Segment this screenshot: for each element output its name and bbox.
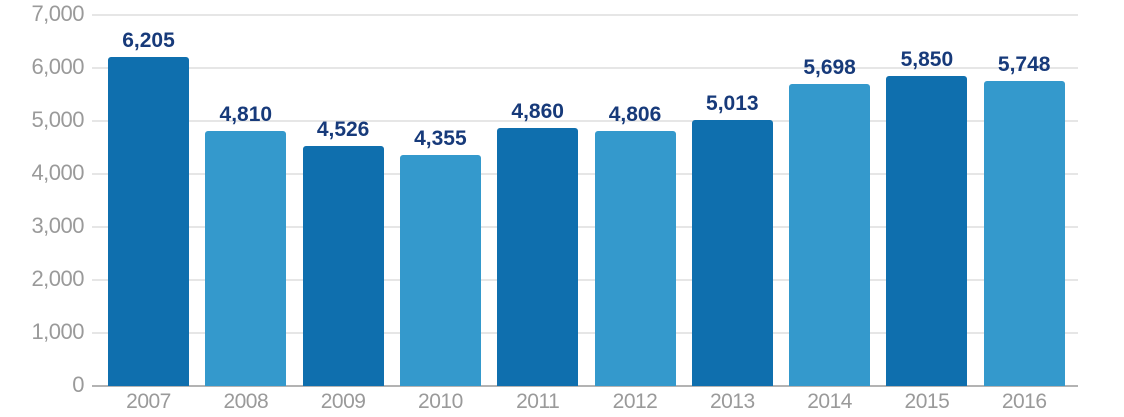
- bar-2012: [594, 131, 676, 386]
- value-label: 6,205: [122, 29, 175, 53]
- gridline: [92, 67, 1078, 69]
- gridline: [92, 120, 1078, 122]
- gridline: [92, 14, 1078, 16]
- bar-2007: [108, 57, 189, 386]
- x-axis-line: [92, 385, 1078, 387]
- y-tick-label: 4,000: [31, 160, 84, 185]
- y-tick-label: 1,000: [31, 319, 84, 344]
- y-tick-label: 3,000: [31, 213, 84, 238]
- y-tick-label: 5,000: [31, 107, 84, 132]
- bar-2014: [789, 84, 871, 386]
- y-tick-label: 0: [72, 372, 84, 397]
- value-label: 4,860: [511, 100, 564, 124]
- value-label: 4,806: [608, 103, 662, 127]
- bar-2016: [983, 81, 1065, 386]
- x-tick-label: 2009: [320, 390, 366, 413]
- value-label: 5,698: [803, 56, 856, 79]
- x-tick-label: 2011: [516, 390, 560, 413]
- bar-2013: [691, 120, 773, 386]
- bar-2009: [302, 146, 384, 386]
- value-label: 5,850: [900, 47, 954, 71]
- gridline: [92, 279, 1078, 281]
- x-tick-label: 2008: [223, 390, 269, 413]
- value-label: 4,810: [219, 103, 273, 127]
- y-tick-label: 2,000: [31, 266, 84, 291]
- y-tick-label: 7,000: [31, 1, 84, 26]
- bar-2008: [205, 131, 287, 386]
- value-label: 4,355: [414, 127, 467, 151]
- x-tick-label: 2013: [709, 390, 755, 413]
- y-tick-label: 6,000: [31, 54, 84, 79]
- gridline: [92, 173, 1078, 175]
- value-label: 4,526: [316, 118, 370, 142]
- bar-2011: [497, 128, 579, 386]
- x-tick-label: 2012: [612, 390, 658, 413]
- x-tick-label: 2014: [807, 390, 852, 413]
- x-tick-label: 2016: [1001, 390, 1047, 413]
- bar-2010: [399, 155, 481, 386]
- gridline: [92, 226, 1078, 228]
- gridline: [92, 332, 1078, 334]
- value-label: 5,013: [706, 92, 759, 116]
- bar-2015: [886, 75, 968, 386]
- x-tick-label: 2007: [126, 390, 171, 413]
- x-tick-label: 2010: [418, 390, 463, 413]
- value-label: 5,748: [997, 53, 1051, 77]
- x-tick-label: 2015: [904, 390, 950, 413]
